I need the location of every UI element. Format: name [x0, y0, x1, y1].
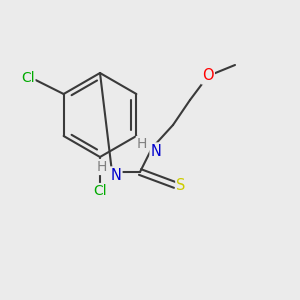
- Text: H: H: [97, 160, 107, 174]
- Text: N: N: [111, 167, 122, 182]
- Text: N: N: [151, 143, 161, 158]
- Text: Cl: Cl: [21, 71, 34, 85]
- Text: O: O: [202, 68, 214, 83]
- Text: H: H: [137, 137, 147, 151]
- Text: S: S: [176, 178, 186, 193]
- Text: Cl: Cl: [93, 184, 107, 198]
